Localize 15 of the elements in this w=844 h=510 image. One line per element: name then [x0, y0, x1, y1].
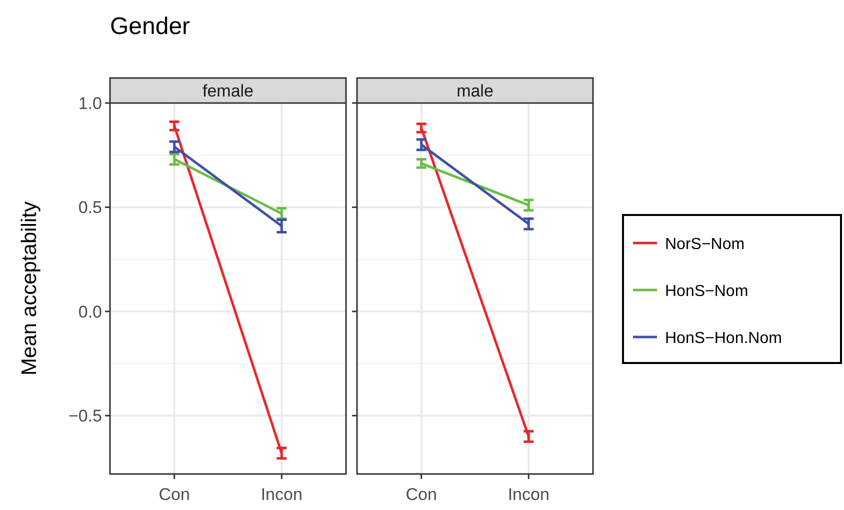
y-tick-label: 0.0 [78, 302, 102, 322]
chart-title: Gender [110, 13, 190, 40]
x-tick-label: Con [158, 485, 190, 504]
x-tick-label: Incon [508, 485, 550, 504]
chart-subtitle: female [202, 82, 254, 100]
x-tick-label: Incon [260, 485, 302, 504]
x-tick-label: Con [406, 485, 437, 504]
y-tick-label: −0.5 [68, 406, 102, 426]
legend-label: HonS−Nom [665, 283, 748, 300]
legend-label: NorS−Nom [665, 236, 745, 253]
chart-subtitle: male [456, 82, 494, 100]
y-axis-title: Mean acceptability [18, 201, 41, 376]
y-tick-label: 1.0 [78, 94, 102, 113]
y-tick-label: 0.5 [78, 198, 102, 218]
legend-label: HonS−Hon.Nom [665, 330, 782, 347]
